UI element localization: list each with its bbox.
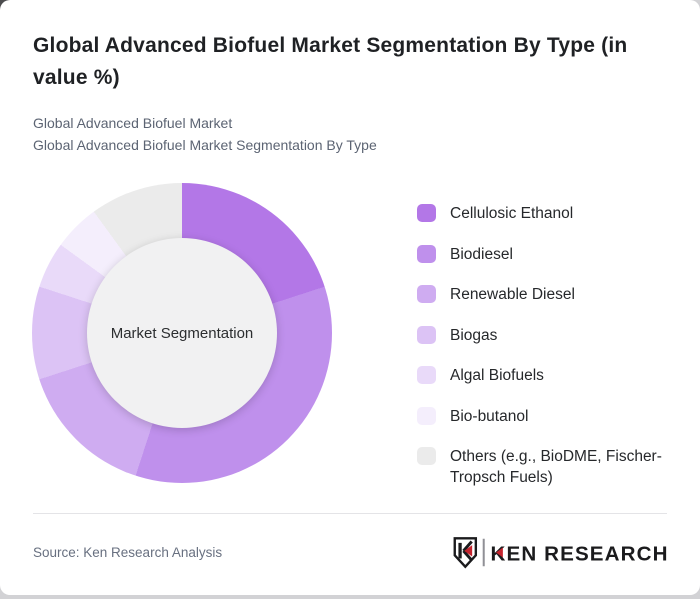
legend-item[interactable]: Bio-butanol <box>417 406 679 427</box>
legend-label: Renewable Diesel <box>450 286 575 303</box>
legend-swatch-icon <box>417 447 436 465</box>
legend-label: Others (e.g., BioDME, Fischer-Tropsch Fu… <box>450 448 662 486</box>
legend-item[interactable]: Renewable Diesel <box>417 285 679 305</box>
chart-subtitle: Global Advanced Biofuel Market Global Ad… <box>33 113 653 156</box>
legend-swatch-icon <box>417 366 436 384</box>
shield-k-icon <box>453 537 477 569</box>
legend-label: Biodiesel <box>450 245 513 263</box>
legend-swatch-icon <box>417 406 436 425</box>
logo-wordmark: KEN RESEARCH <box>490 542 668 565</box>
legend-label: Algal Biofuels <box>450 367 544 384</box>
logo-k-accent <box>495 547 503 558</box>
footer-divider <box>33 513 667 514</box>
legend-swatch-icon <box>417 325 436 344</box>
chart-title: Global Advanced Biofuel Market Segmentat… <box>33 34 628 89</box>
subtitle-line-1: Global Advanced Biofuel Market <box>33 115 233 131</box>
legend-swatch-icon <box>417 204 436 222</box>
logo-divider-bar <box>482 538 485 567</box>
donut-center: Market Segmentation <box>87 238 277 428</box>
donut-chart: Market Segmentation <box>32 183 332 483</box>
legend-label: Biogas <box>450 326 498 344</box>
legend-item[interactable]: Others (e.g., BioDME, Fischer-Tropsch Fu… <box>417 447 679 488</box>
subtitle-line-2: Global Advanced Biofuel Market Segmentat… <box>33 136 377 153</box>
legend-swatch-icon <box>417 244 436 263</box>
legend-item[interactable]: Algal Biofuels <box>417 366 679 386</box>
legend-item[interactable]: Cellulosic Ethanol <box>417 204 679 224</box>
legend-item[interactable]: Biogas <box>417 325 679 346</box>
legend-label: Cellulosic Ethanol <box>450 205 574 222</box>
donut-center-label: Market Segmentation <box>110 324 254 342</box>
ken-research-logo: KEN RESEARCH <box>453 537 668 569</box>
legend-label: Bio-butanol <box>450 407 529 425</box>
legend-swatch-icon <box>417 285 436 303</box>
legend-item[interactable]: Biodiesel <box>417 244 679 265</box>
chart-legend: Cellulosic Ethanol Biodiesel Renewable Die… <box>417 204 679 509</box>
source-note: Source: Ken Research Analysis <box>33 545 223 560</box>
